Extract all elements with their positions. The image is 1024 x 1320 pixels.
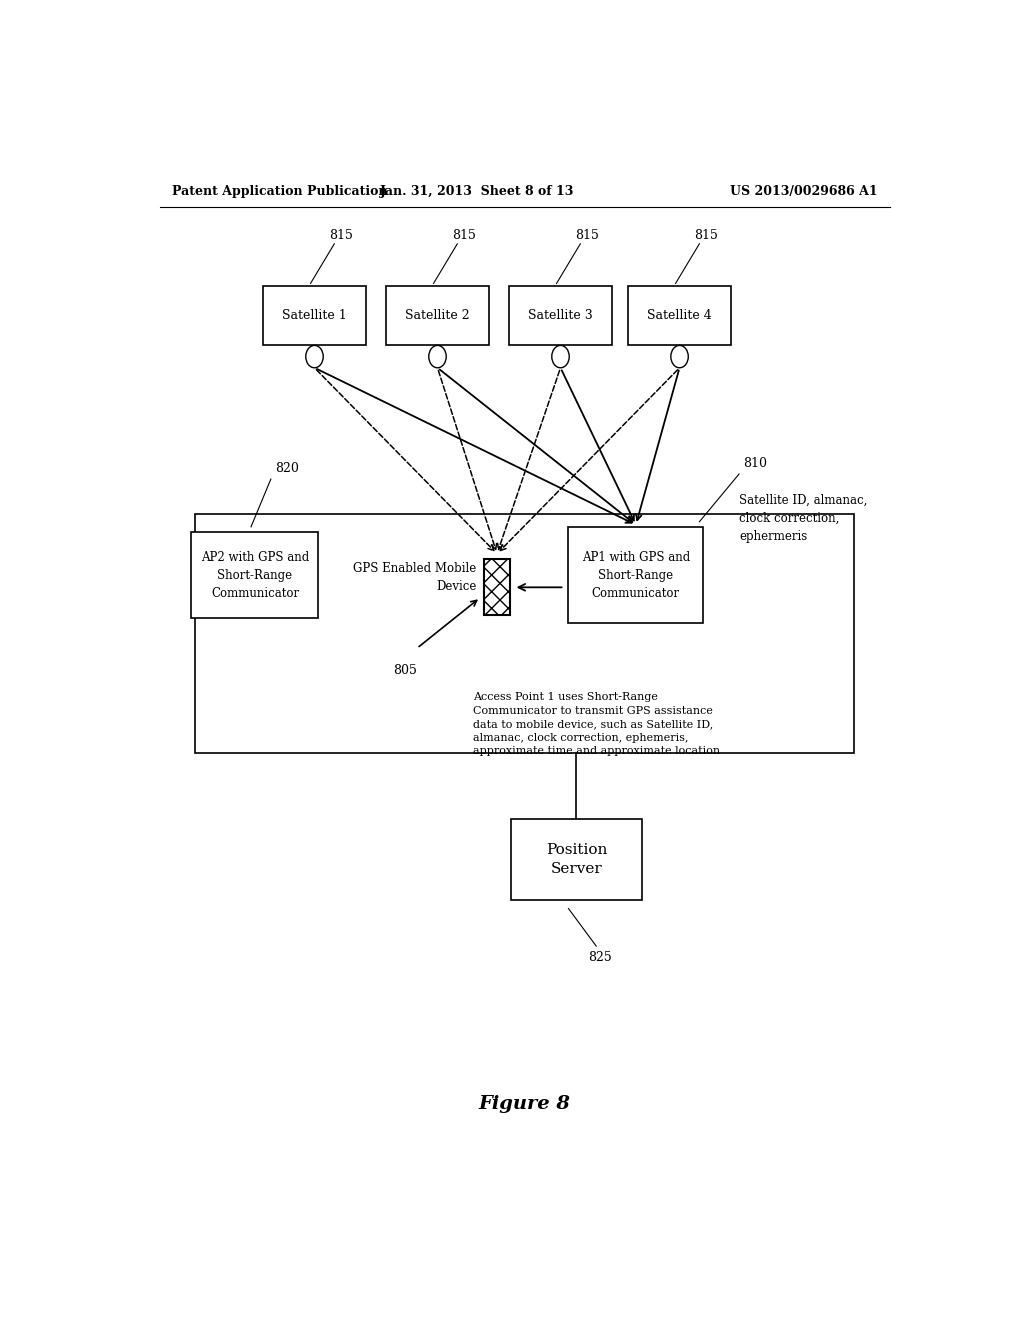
Text: 820: 820 <box>275 462 299 475</box>
Text: Satellite 4: Satellite 4 <box>647 309 712 322</box>
Bar <box>568 527 703 623</box>
Bar <box>386 286 489 346</box>
Text: 815: 815 <box>694 228 718 242</box>
Text: Figure 8: Figure 8 <box>479 1094 570 1113</box>
Bar <box>628 286 731 346</box>
Text: Satellite 1: Satellite 1 <box>283 309 347 322</box>
Circle shape <box>306 346 324 368</box>
Bar <box>484 560 510 615</box>
Text: 805: 805 <box>393 664 417 677</box>
Text: 810: 810 <box>743 457 767 470</box>
Text: 815: 815 <box>329 228 352 242</box>
Text: Patent Application Publication: Patent Application Publication <box>172 185 387 198</box>
Text: US 2013/0029686 A1: US 2013/0029686 A1 <box>730 185 878 198</box>
Circle shape <box>552 346 569 368</box>
Text: Satellite ID, almanac,
clock correction,
ephermeris: Satellite ID, almanac, clock correction,… <box>739 494 867 543</box>
Bar <box>509 286 612 346</box>
Text: Satellite 3: Satellite 3 <box>528 309 593 322</box>
Text: Access Point 1 uses Short-Range
Communicator to transmit GPS assistance
data to : Access Point 1 uses Short-Range Communic… <box>473 692 720 756</box>
Text: Jan. 31, 2013  Sheet 8 of 13: Jan. 31, 2013 Sheet 8 of 13 <box>380 185 574 198</box>
Text: 815: 815 <box>574 228 599 242</box>
Bar <box>196 515 854 752</box>
Text: Satellite 2: Satellite 2 <box>406 309 470 322</box>
Text: AP1 with GPS and
Short-Range
Communicator: AP1 with GPS and Short-Range Communicato… <box>582 550 690 599</box>
Bar <box>484 560 510 615</box>
Bar <box>263 286 367 346</box>
Bar <box>191 532 318 618</box>
Bar <box>511 818 642 900</box>
Text: GPS Enabled Mobile
Device: GPS Enabled Mobile Device <box>353 561 476 593</box>
Text: 825: 825 <box>589 952 612 964</box>
Circle shape <box>671 346 688 368</box>
Text: Position
Server: Position Server <box>546 843 607 876</box>
Text: AP2 with GPS and
Short-Range
Communicator: AP2 with GPS and Short-Range Communicato… <box>201 550 309 599</box>
Circle shape <box>429 346 446 368</box>
Text: 815: 815 <box>452 228 475 242</box>
